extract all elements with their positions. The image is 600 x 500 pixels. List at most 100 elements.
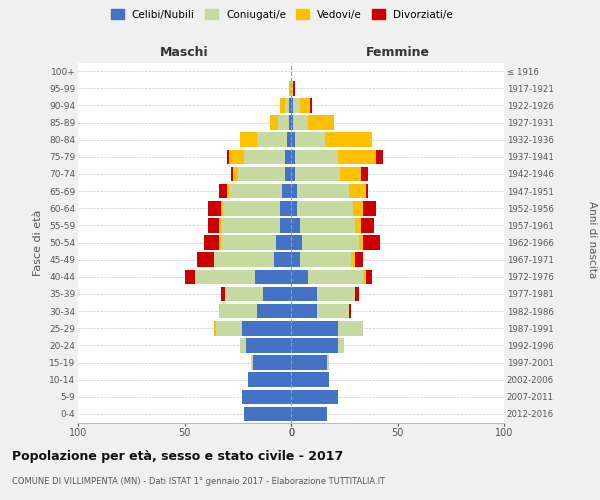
Bar xyxy=(280,201,291,216)
Bar xyxy=(280,218,291,232)
Bar xyxy=(287,132,291,147)
Bar xyxy=(353,201,364,216)
Bar xyxy=(293,81,295,96)
Bar xyxy=(221,286,225,301)
Bar xyxy=(208,201,221,216)
Bar xyxy=(242,390,291,404)
Bar xyxy=(291,98,293,112)
Bar xyxy=(325,132,372,147)
Bar xyxy=(227,150,229,164)
Bar xyxy=(248,372,291,387)
Bar xyxy=(302,235,359,250)
Bar xyxy=(280,98,284,112)
Bar xyxy=(291,115,293,130)
Bar xyxy=(361,218,374,232)
Bar xyxy=(310,98,313,112)
Bar xyxy=(291,132,295,147)
Bar xyxy=(291,406,327,421)
Bar xyxy=(284,166,291,181)
Bar xyxy=(242,321,291,336)
Bar xyxy=(291,252,299,267)
Title: Maschi: Maschi xyxy=(160,46,209,59)
Bar xyxy=(227,184,229,198)
Bar xyxy=(361,166,368,181)
Bar xyxy=(308,270,364,284)
Bar xyxy=(253,355,291,370)
Text: COMUNE DI VILLIMPENTA (MN) - Dati ISTAT 1° gennaio 2017 - Elaborazione TUTTITALI: COMUNE DI VILLIMPENTA (MN) - Dati ISTAT … xyxy=(12,478,385,486)
Bar xyxy=(317,286,355,301)
Bar xyxy=(291,184,298,198)
Bar xyxy=(291,218,299,232)
Bar xyxy=(299,98,310,112)
Bar xyxy=(350,252,355,267)
Bar xyxy=(291,150,295,164)
Bar xyxy=(291,81,293,96)
Bar xyxy=(225,286,263,301)
Bar xyxy=(291,235,302,250)
Bar xyxy=(298,201,353,216)
Bar xyxy=(232,166,233,181)
Bar xyxy=(283,184,291,198)
Bar xyxy=(229,184,283,198)
Bar xyxy=(229,150,244,164)
Bar xyxy=(291,338,338,352)
Bar xyxy=(244,150,284,164)
Bar xyxy=(355,218,361,232)
Bar xyxy=(349,304,350,318)
Bar xyxy=(338,150,376,164)
Bar xyxy=(291,201,298,216)
Bar xyxy=(364,235,380,250)
Y-axis label: Fasce di età: Fasce di età xyxy=(34,210,43,276)
Bar xyxy=(278,115,289,130)
Bar xyxy=(299,218,355,232)
Bar xyxy=(208,218,218,232)
Bar xyxy=(221,218,280,232)
Bar xyxy=(276,235,291,250)
Bar xyxy=(364,270,365,284)
Bar xyxy=(338,321,364,336)
Text: Anni di nascita: Anni di nascita xyxy=(587,202,597,278)
Bar xyxy=(293,115,308,130)
Bar xyxy=(240,338,246,352)
Bar xyxy=(221,235,276,250)
Bar xyxy=(291,166,295,181)
Bar xyxy=(293,98,299,112)
Bar xyxy=(338,338,344,352)
Bar xyxy=(376,150,383,164)
Bar xyxy=(240,132,257,147)
Bar xyxy=(185,270,195,284)
Bar xyxy=(214,252,274,267)
Bar xyxy=(365,270,372,284)
Bar xyxy=(263,286,291,301)
Bar xyxy=(257,304,291,318)
Bar xyxy=(238,166,284,181)
Bar xyxy=(274,252,291,267)
Bar xyxy=(203,235,218,250)
Bar xyxy=(291,304,317,318)
Bar xyxy=(218,304,257,318)
Bar xyxy=(295,150,338,164)
Bar xyxy=(359,235,364,250)
Bar xyxy=(349,184,365,198)
Bar xyxy=(291,270,308,284)
Bar xyxy=(195,270,255,284)
Bar xyxy=(284,150,291,164)
Bar xyxy=(355,286,359,301)
Bar xyxy=(255,270,291,284)
Bar xyxy=(221,201,223,216)
Bar xyxy=(291,390,338,404)
Bar xyxy=(299,252,350,267)
Bar xyxy=(365,184,368,198)
Bar xyxy=(218,184,227,198)
Bar xyxy=(257,132,287,147)
Bar xyxy=(197,252,214,267)
Bar xyxy=(291,355,327,370)
Bar xyxy=(214,321,217,336)
Bar xyxy=(355,252,364,267)
Bar xyxy=(223,201,280,216)
Bar xyxy=(295,132,325,147)
Bar xyxy=(364,201,376,216)
Bar xyxy=(233,166,238,181)
Bar xyxy=(251,355,253,370)
Bar xyxy=(217,321,242,336)
